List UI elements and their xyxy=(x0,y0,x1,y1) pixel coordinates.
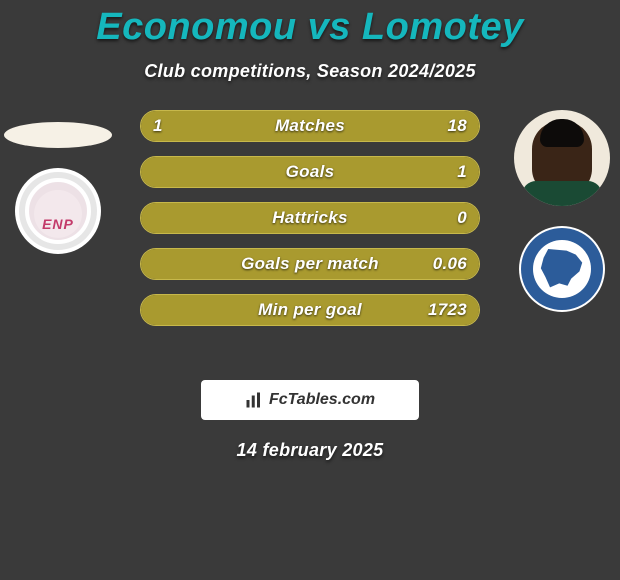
right-club-badge xyxy=(519,226,605,312)
comparison-area: ENP 1 18 Matches 1 Goals 0 Hattricks 0.06 Goals … xyxy=(0,110,620,360)
stat-row: 0 Hattricks xyxy=(140,202,480,234)
stat-row: 0.06 Goals per match xyxy=(140,248,480,280)
stat-value-right: 1723 xyxy=(428,300,467,320)
brand-text: FcTables.com xyxy=(269,391,375,409)
left-player-avatar xyxy=(4,122,112,148)
stat-value-right: 18 xyxy=(447,116,467,136)
subtitle: Club competitions, Season 2024/2025 xyxy=(0,61,620,82)
left-club-badge: ENP xyxy=(15,168,101,254)
date-line: 14 february 2025 xyxy=(0,440,620,461)
stat-value-right: 0.06 xyxy=(433,254,467,274)
stat-label: Matches xyxy=(275,116,345,136)
avatar-silhouette xyxy=(532,121,592,195)
badge-inner: ENP xyxy=(29,182,87,240)
right-player-column xyxy=(512,110,612,312)
stat-row: 1 Goals xyxy=(140,156,480,188)
stat-value-right: 1 xyxy=(457,162,467,182)
badge-map-icon xyxy=(539,249,585,289)
stat-value-left: 1 xyxy=(153,116,163,136)
stat-label: Hattricks xyxy=(272,208,347,228)
stat-value-right: 0 xyxy=(457,208,467,228)
left-club-tag: ENP xyxy=(42,216,74,232)
stat-row: 1723 Min per goal xyxy=(140,294,480,326)
page-title: Economou vs Lomotey xyxy=(0,0,620,49)
stat-row: 1 18 Matches xyxy=(140,110,480,142)
stats-list: 1 18 Matches 1 Goals 0 Hattricks 0.06 Goals per … xyxy=(140,110,480,326)
stat-label: Goals per match xyxy=(241,254,379,274)
brand-badge: FcTables.com xyxy=(201,380,419,420)
bar-chart-icon xyxy=(245,391,263,409)
left-player-column: ENP xyxy=(8,110,108,254)
badge-inner xyxy=(533,240,591,298)
stat-label: Goals xyxy=(286,162,335,182)
stat-label: Min per goal xyxy=(258,300,362,320)
right-player-avatar xyxy=(514,110,610,206)
